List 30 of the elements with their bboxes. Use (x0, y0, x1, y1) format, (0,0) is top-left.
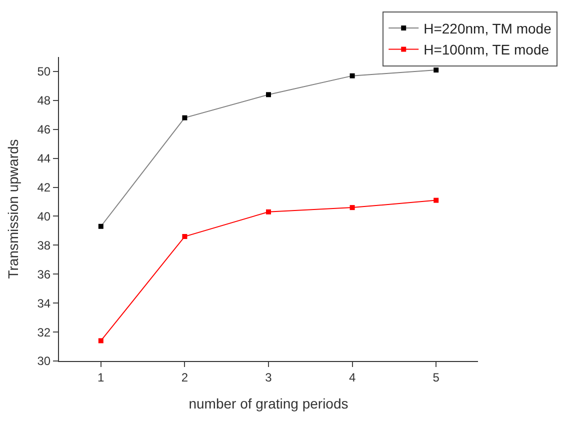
y-tick-label: 30 (37, 354, 51, 368)
x-tick-label: 2 (181, 370, 188, 384)
y-tick-label: 34 (37, 296, 51, 310)
y-axis-title: Transmission upwards (4, 139, 21, 279)
x-tick-label: 5 (432, 370, 440, 384)
y-tick-label: 44 (37, 152, 51, 166)
point (266, 209, 271, 214)
point (98, 224, 104, 229)
legend-label: H=220nm, TM mode (424, 20, 552, 36)
point (182, 234, 188, 239)
x-tick-label: 1 (98, 370, 105, 384)
legend-label: H=100nm, TE mode (424, 42, 550, 58)
y-tick-label: 38 (37, 238, 51, 252)
x-axis-title: number of grating periods (188, 396, 348, 412)
x-tick-label: 4 (348, 370, 356, 384)
y-tick-label: 48 (37, 94, 51, 108)
point (434, 198, 439, 203)
y-tick-label: 42 (37, 180, 51, 194)
y-tick-label: 40 (37, 209, 51, 224)
point (98, 338, 104, 344)
y-tick-label: 50 (37, 64, 51, 79)
y-tick-label: 46 (37, 122, 51, 137)
point (350, 73, 355, 78)
point (266, 92, 271, 98)
y-tick-label: 32 (37, 325, 51, 340)
point (350, 205, 355, 210)
point (434, 68, 439, 73)
point (182, 115, 188, 120)
y-tick-label: 36 (37, 267, 51, 282)
x-tick-label: 3 (265, 370, 272, 384)
